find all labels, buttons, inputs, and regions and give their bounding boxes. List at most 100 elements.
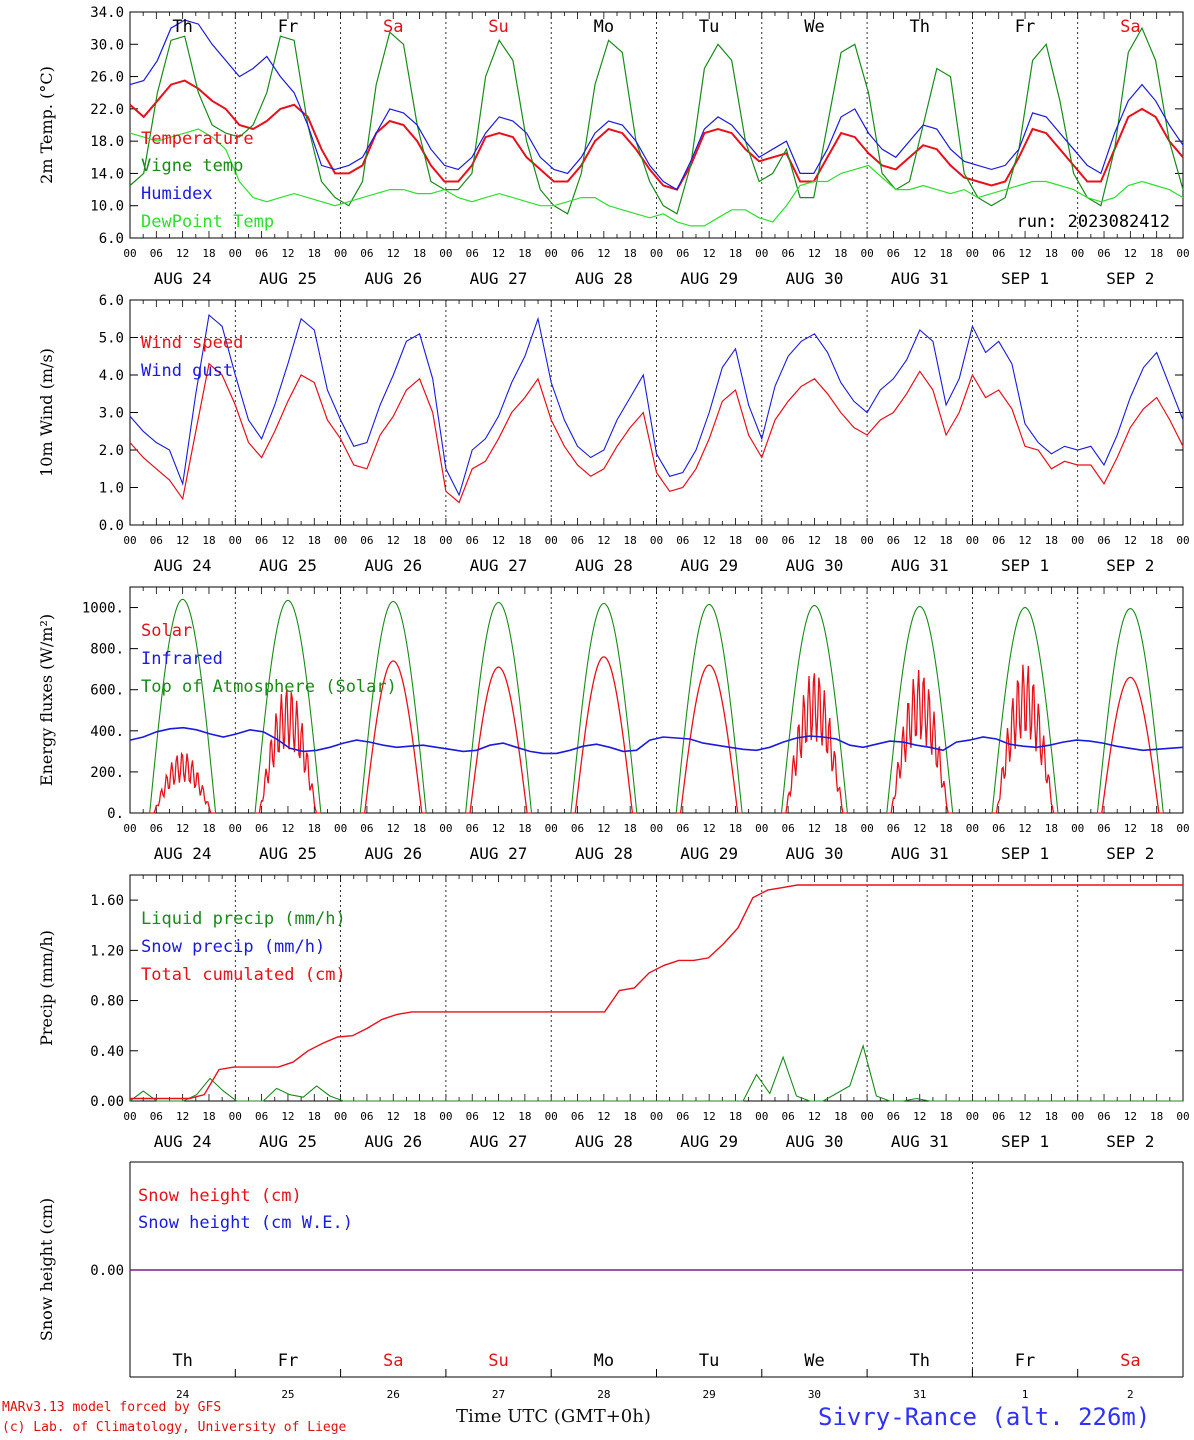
- snow-weekday-label: Sa: [383, 1351, 403, 1371]
- snow-weekday-label: Su: [488, 1351, 508, 1371]
- wind-hour-label: 00: [1176, 534, 1189, 547]
- run-label: run: 2023082412: [1016, 212, 1170, 232]
- energy-toa-solar-line: [991, 606, 1059, 814]
- precip-hour-label: 18: [834, 1110, 847, 1123]
- snow-daynum-label: 28: [597, 1388, 610, 1401]
- temp-y-tick-label: 10.0: [90, 199, 124, 215]
- precip-hour-label: 12: [1018, 1110, 1031, 1123]
- snow-daynum-label: 27: [492, 1388, 505, 1401]
- snow-weekday-label: Tu: [699, 1351, 719, 1371]
- snow-weekday-label: Mo: [594, 1351, 614, 1371]
- wind-hour-label: 00: [650, 534, 663, 547]
- temp-hour-label: 00: [229, 247, 242, 260]
- temp-y-tick-label: 22.0: [90, 102, 124, 118]
- temp-frame: [129, 11, 1184, 239]
- wind-hour-label: 12: [808, 534, 821, 547]
- temp-weekday-label: Sa: [383, 17, 403, 37]
- energy-hour-label: 06: [992, 822, 1005, 835]
- precip-hour-label: 12: [597, 1110, 610, 1123]
- precip-y-tick-label: 0.00: [90, 1094, 124, 1110]
- precip-hour-label: 18: [939, 1110, 952, 1123]
- wind-date-label: AUG 28: [575, 556, 633, 575]
- temp-vigne-temp-line: [129, 26, 1184, 215]
- temp-hour-label: 06: [255, 247, 268, 260]
- precip-hour-label: 06: [1097, 1110, 1110, 1123]
- model-credit: MARv3.13 model forced by GFS: [2, 1400, 222, 1415]
- precip-hour-label: 00: [860, 1110, 873, 1123]
- temp-hour-label: 00: [439, 247, 452, 260]
- energy-hour-label: 12: [913, 822, 926, 835]
- energy-date-label: SEP 1: [1001, 844, 1049, 863]
- wind-hour-label: 18: [1150, 534, 1163, 547]
- temp-legend-temperature: Temperature: [141, 129, 254, 149]
- wind-hour-label: 18: [413, 534, 426, 547]
- energy-solar-line: [1097, 676, 1164, 814]
- snow-daynum-label: 24: [176, 1388, 190, 1401]
- energy-toa-solar-line: [570, 602, 638, 814]
- wind-y-axis-label: 10m Wind (m/s): [37, 348, 56, 477]
- energy-solar-line: [886, 669, 953, 814]
- energy-date-label: AUG 29: [680, 844, 738, 863]
- temp-hour-label: 12: [176, 247, 189, 260]
- temp-hour-label: 00: [123, 247, 136, 260]
- temp-date-label: AUG 24: [154, 269, 212, 288]
- energy-toa-solar-line: [780, 604, 848, 814]
- energy-solar-line: [570, 656, 637, 814]
- wind-hour-label: 00: [439, 534, 452, 547]
- energy-date-label: AUG 30: [786, 844, 844, 863]
- wind-hour-label: 18: [518, 534, 531, 547]
- energy-hour-label: 06: [887, 822, 900, 835]
- energy-hour-label: 12: [808, 822, 821, 835]
- precip-hour-label: 18: [518, 1110, 531, 1123]
- wind-date-label: SEP 2: [1106, 556, 1154, 575]
- snow-daynum-label: 25: [281, 1388, 294, 1401]
- precip-hour-label: 18: [624, 1110, 637, 1123]
- temp-y-tick-label: 34.0: [90, 5, 124, 21]
- precip-hour-label: 12: [703, 1110, 716, 1123]
- precip-date-label: SEP 2: [1106, 1132, 1154, 1151]
- energy-hour-label: 12: [281, 822, 294, 835]
- temp-hour-label: 00: [1071, 247, 1084, 260]
- energy-y-tick-label: 200.: [90, 765, 124, 781]
- energy-date-label: AUG 26: [364, 844, 422, 863]
- energy-hour-label: 12: [1124, 822, 1137, 835]
- energy-hour-label: 06: [466, 822, 479, 835]
- energy-legend-solar: Solar: [141, 621, 192, 641]
- temp-hour-label: 18: [202, 247, 215, 260]
- energy-hour-label: 18: [413, 822, 426, 835]
- energy-date-label: SEP 2: [1106, 844, 1154, 863]
- precip-hour-label: 00: [1176, 1110, 1189, 1123]
- wind-hour-label: 06: [887, 534, 900, 547]
- temp-legend-vigne-temp: Vigne temp: [141, 156, 243, 176]
- energy-hour-label: 00: [1071, 822, 1084, 835]
- energy-toa-solar-line: [465, 601, 533, 814]
- energy-hour-label: 00: [123, 822, 136, 835]
- wind-hour-label: 12: [703, 534, 716, 547]
- wind-hour-label: 12: [387, 534, 400, 547]
- energy-hour-label: 00: [650, 822, 663, 835]
- energy-hour-label: 00: [545, 822, 558, 835]
- station-label: Sivry-Rance (alt. 226m): [818, 1403, 1151, 1431]
- precip-hour-label: 06: [150, 1110, 163, 1123]
- temp-hour-label: 12: [281, 247, 294, 260]
- energy-hour-label: 18: [518, 822, 531, 835]
- energy-hour-label: 12: [597, 822, 610, 835]
- wind-y-tick-label: 5.0: [99, 331, 124, 347]
- wind-hour-label: 06: [255, 534, 268, 547]
- temp-y-tick-label: 6.0: [99, 231, 124, 247]
- precip-hour-label: 06: [466, 1110, 479, 1123]
- temp-hour-label: 12: [1124, 247, 1137, 260]
- wind-hour-label: 12: [281, 534, 294, 547]
- precip-hour-label: 00: [123, 1110, 136, 1123]
- energy-hour-label: 00: [966, 822, 979, 835]
- energy-toa-solar-line: [1096, 608, 1164, 814]
- energy-hour-label: 06: [1097, 822, 1110, 835]
- temp-date-label: AUG 26: [364, 269, 422, 288]
- energy-hour-label: 06: [150, 822, 163, 835]
- energy-y-tick-label: 400.: [90, 724, 124, 740]
- wind-hour-label: 06: [992, 534, 1005, 547]
- wind-hour-label: 00: [229, 534, 242, 547]
- precip-hour-label: 18: [202, 1110, 215, 1123]
- snow-daynum-label: 26: [387, 1388, 400, 1401]
- temp-date-label: SEP 1: [1001, 269, 1049, 288]
